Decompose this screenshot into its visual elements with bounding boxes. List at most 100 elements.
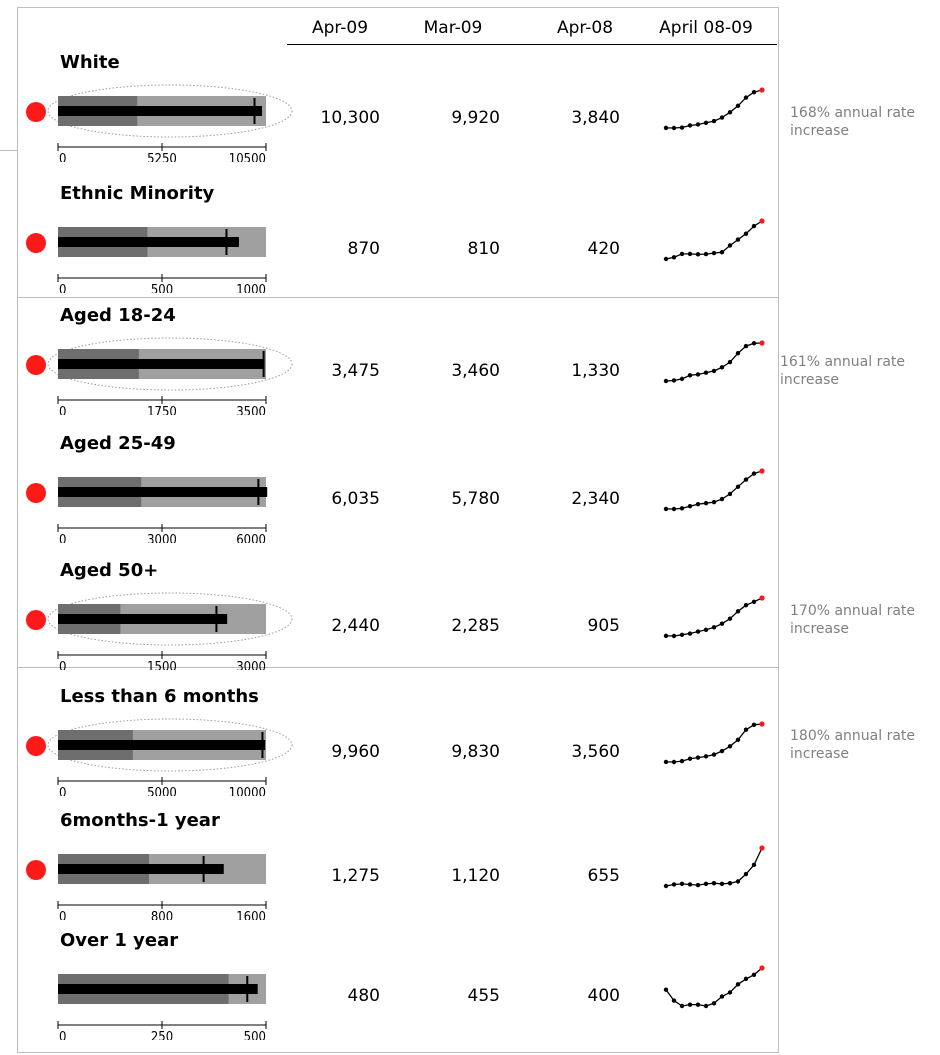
value-apr08: 2,340 [571,489,620,509]
highlight-ring [47,337,293,391]
bullet-tick-label: 0 [59,910,66,920]
sparkline-point [719,621,725,626]
sparkline [665,342,763,382]
highlight-ring [47,84,293,138]
bullet-bar [58,359,265,369]
sparkline-point [687,756,693,761]
sparkline-point [695,501,701,507]
sparkline-point [687,504,693,509]
alert-dot [26,610,46,630]
sparkline-point [735,609,741,614]
bullet-tick-label: 1750 [147,405,177,415]
row-label: Aged 50+ [60,560,159,581]
sparkline [665,847,763,887]
sparkline-point [743,95,749,100]
sparkline-point [751,972,757,977]
sparkline-point [671,255,677,260]
sparkline-point [727,243,733,248]
value-mar09: 2,285 [451,616,500,636]
sparkline-end-point [759,340,765,346]
sparkline [665,967,763,1007]
sparkline-point [727,110,733,115]
column-header-april-08-09: April 08-09 [659,18,753,38]
sparkline-end-point [759,87,765,93]
bullet-tick-label: 0 [59,152,66,162]
sparkline-point [703,881,709,887]
sparkline-point [719,496,725,502]
sparkline-point [727,359,733,365]
value-mar09: 810 [467,239,500,259]
sparkline-point [751,599,757,605]
sparkline-point [695,252,701,257]
sparkline-point [735,982,741,987]
sparkline-point [751,722,757,727]
value-apr08: 1,330 [571,361,620,381]
sparkline-point [743,477,749,482]
sparkline-point [679,125,685,130]
sparkline-point [663,633,669,639]
value-apr08: 3,560 [571,742,620,762]
alert-dot [26,860,46,880]
sparkline-point [719,365,725,370]
bullet-tick-label: 800 [151,910,173,920]
sparkline-point [687,631,693,636]
sparkline-point [751,223,757,229]
sparkline-point [735,237,741,242]
sparkline-point [735,103,741,109]
sparkline-point [671,882,677,887]
sparkline-point [727,491,733,497]
bullet-tick-label: 1000 [236,283,266,293]
sparkline-point [671,998,677,1003]
row-graphics: 0 3000 6000 [26,468,765,543]
sparkline-point [703,120,709,126]
value-apr09: 3,475 [331,361,380,381]
bullet-bar [58,106,263,116]
sparkline-point [679,1003,685,1009]
sparkline-point [703,754,709,759]
sparkline-point [663,378,669,384]
sparkline-point [719,250,725,255]
sparkline-point [703,1003,709,1009]
sparkline-point [695,372,701,377]
sparkline-point [711,118,717,124]
value-apr09: 6,035 [331,489,380,509]
sparkline-point [671,633,677,639]
bullet-tick-label: 0 [59,283,66,293]
sparkline-point [727,616,733,621]
row-graphics: 0 1500 3000 [26,592,765,670]
bullet-tick-label: 250 [151,1030,173,1040]
row-graphics: 0 800 1600 [26,845,765,920]
bullet-bar [58,740,266,750]
sparkline-point [695,1002,701,1007]
sparkline-point [711,368,717,374]
value-apr08: 655 [587,866,620,886]
bullet-tick-label: 3000 [147,533,177,543]
bullet-bar [58,237,239,247]
sparkline-point [719,115,725,120]
value-mar09: 9,830 [451,742,500,762]
bullet-tick-label: 0 [59,660,66,670]
sparkline-point [727,744,733,749]
row-label: 6months-1 year [60,810,220,831]
value-mar09: 3,460 [451,361,500,381]
sparkline-point [679,881,685,887]
highlight-ring [47,718,293,772]
row-graphics: 0 5250 10500 [26,84,765,162]
sparkline-point [735,350,741,356]
sparkline-point [711,881,717,886]
sparkline-point [711,250,717,256]
alert-dot [26,355,46,375]
sparkline-point [727,881,733,886]
bullet-tick-label: 1500 [147,660,177,670]
sparkline-point [687,882,693,887]
highlight-ring [47,592,293,646]
column-header-apr08: Apr-08 [556,18,614,38]
value-mar09: 1,120 [451,866,500,886]
column-header-apr09: Apr-09 [311,18,369,38]
value-mar09: 5,780 [451,489,500,509]
sparkline-point [711,625,717,630]
sparkline-point [719,748,725,754]
sparkline-point [679,376,685,382]
row-label: Over 1 year [60,930,179,951]
value-apr08: 3,840 [571,108,620,128]
